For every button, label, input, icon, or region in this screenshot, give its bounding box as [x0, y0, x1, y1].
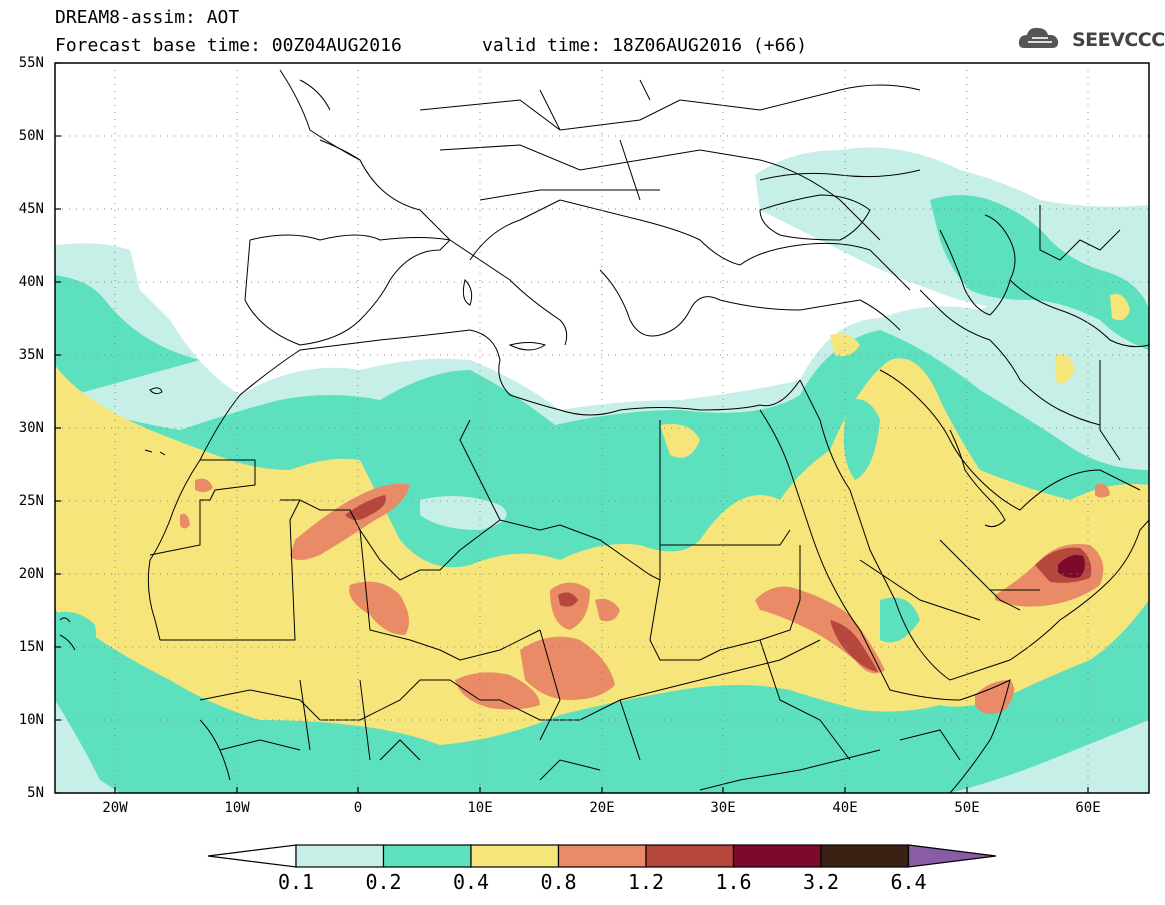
lat-label: 25N — [18, 493, 44, 509]
lon-label: 40E — [832, 800, 858, 816]
lat-label: 45N — [18, 201, 44, 217]
colorbar-arrow-left — [207, 844, 297, 868]
lon-label: 30E — [710, 800, 736, 816]
colorbar-label: 6.4 — [890, 870, 927, 894]
lon-label: 10E — [467, 800, 493, 816]
colorbar-label: 0.1 — [277, 870, 315, 894]
map-borders — [59, 69, 1149, 793]
lat-label: 15N — [18, 639, 44, 655]
cloud-icon — [1018, 27, 1059, 48]
aot-band-0.2 — [55, 275, 200, 400]
colorbar-label: 1.2 — [627, 870, 665, 894]
lat-label: 20N — [18, 566, 44, 582]
colorbar-segment — [295, 844, 385, 868]
lat-label: 35N — [18, 347, 44, 363]
map-gridlines — [55, 63, 1149, 793]
map-title: DREAM8-assim: AOT — [55, 7, 240, 28]
aot-band-0.4 — [55, 358, 1149, 745]
lon-label: 20E — [589, 800, 615, 816]
colorbar-arrow-right — [907, 844, 997, 868]
lat-label: 10N — [18, 712, 44, 728]
colorbar-segment — [732, 844, 822, 868]
lon-label: 50E — [954, 800, 980, 816]
colorbar-label: 1.6 — [715, 870, 752, 894]
colorbar-label: 3.2 — [802, 870, 840, 894]
colorbar-segment — [382, 844, 472, 868]
colorbar-label: 0.4 — [452, 870, 490, 894]
aot-band-1.2 — [345, 495, 386, 520]
forecast-base-time: Forecast base time: 00Z04AUG2016 — [55, 35, 402, 56]
aot-band-1.6 — [1058, 555, 1085, 578]
lon-label: 0 — [353, 800, 363, 816]
colorbar-label: 0.2 — [365, 870, 402, 894]
lat-label: 50N — [18, 128, 44, 144]
lat-label: 40N — [18, 274, 44, 290]
axis-ticks — [55, 62, 1089, 794]
colorbar-label: 0.8 — [540, 870, 577, 894]
lon-label: 10W — [224, 800, 250, 816]
lon-label: 60E — [1075, 800, 1101, 816]
lat-label: 55N — [18, 55, 44, 71]
lat-label: 5N — [27, 785, 44, 801]
colorbar-segment — [470, 844, 560, 868]
colorbar — [207, 844, 997, 868]
colorbar-segment — [557, 844, 647, 868]
colorbar-segment — [820, 844, 910, 868]
colorbar-segment — [645, 844, 735, 868]
logo-text: SEEVCCC — [1072, 29, 1165, 51]
lat-label: 30N — [18, 420, 44, 436]
lon-label: 20W — [102, 800, 128, 816]
aot-fields — [55, 147, 1149, 793]
valid-time: valid time: 18Z06AUG2016 (+66) — [482, 35, 808, 56]
